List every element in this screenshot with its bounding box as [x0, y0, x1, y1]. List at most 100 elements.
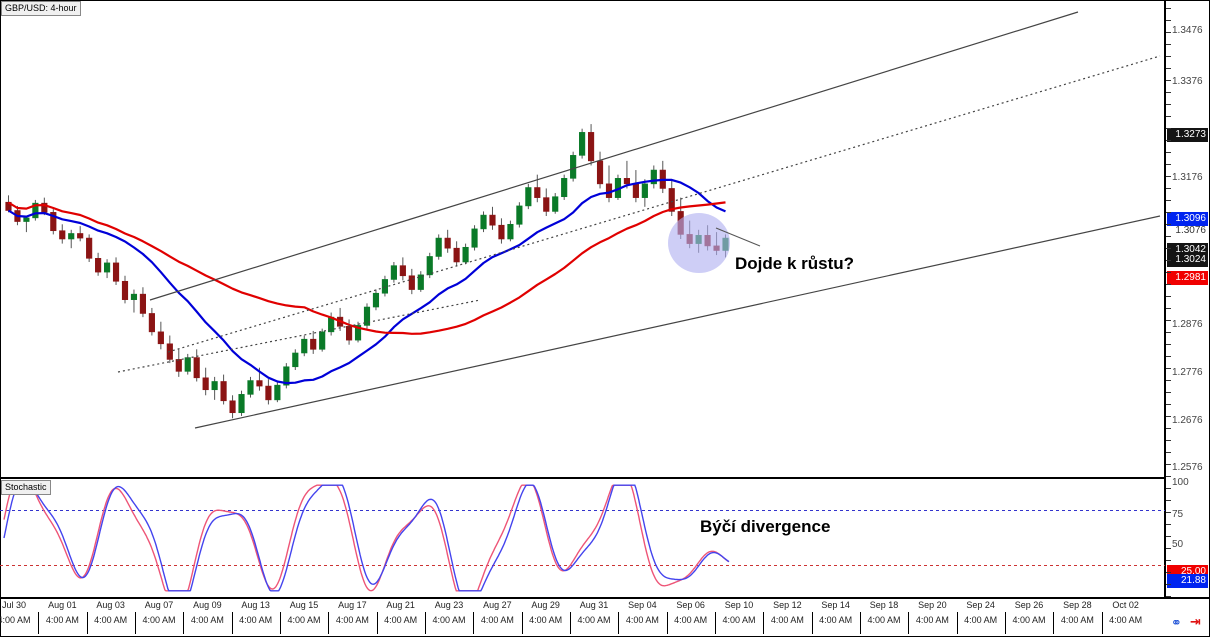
date-axis-time: 4:00 AM: [964, 615, 998, 625]
axis-tick: [1166, 92, 1171, 93]
indicator-name-tag[interactable]: Stochastic: [1, 480, 51, 495]
axis-tick: [1166, 344, 1171, 345]
price-axis-gridlabel: 1.3376: [1172, 76, 1203, 87]
date-axis-time: 4:00 AM: [190, 615, 224, 625]
axis-tick: [1166, 548, 1171, 549]
price-axis-gridlabel: 1.3476: [1172, 25, 1203, 36]
date-axis-time: 4:00 AM: [819, 615, 853, 625]
axis-tick: [1166, 476, 1171, 477]
link-icon[interactable]: ⚭: [1171, 615, 1182, 630]
annotation-divergence: Býčí divergence: [700, 517, 831, 536]
stochastic-pane[interactable]: [0, 478, 1165, 598]
axis-tick: [1166, 512, 1171, 513]
stoch-tag-1: 21.88: [1167, 574, 1208, 588]
date-axis-time: 4:00 AM: [94, 615, 128, 625]
price-axis-gridlabel: 1.3176: [1172, 172, 1203, 183]
date-axis-tick: [86, 612, 88, 634]
axis-tick: [1166, 176, 1171, 177]
price-chart-canvas: [5, 11, 1161, 429]
stoch-axis-gridlabel: 50: [1172, 539, 1184, 550]
symbol-timeframe-tag[interactable]: GBP/USD: 4-hour: [1, 1, 81, 16]
axis-tick: [1166, 260, 1171, 261]
date-axis-tick: [956, 612, 958, 634]
date-axis-label: Sep 10: [724, 600, 754, 610]
date-axis-label: Aug 13: [241, 600, 270, 610]
price-axis-gridlabel: 1.2876: [1172, 319, 1203, 330]
date-axis-label: Sep 14: [821, 600, 850, 610]
date-axis-time: 4:00 AM: [45, 615, 79, 625]
axis-tick: [1166, 104, 1171, 105]
axis-tick: [1166, 272, 1171, 273]
date-axis-tick: [38, 612, 40, 634]
axis-tick: [1166, 488, 1171, 489]
axis-tick: [1166, 380, 1171, 381]
arrow-right-icon[interactable]: ⇥: [1190, 614, 1201, 629]
axis-tick: [1166, 524, 1171, 525]
axis-tick: [1166, 584, 1171, 585]
axis-tick: [1166, 500, 1171, 501]
date-axis-time: 4:00 AM: [674, 615, 708, 625]
date-axis-label: Aug 15: [289, 600, 319, 610]
axis-tick: [1166, 188, 1171, 189]
axis-tick: [1166, 392, 1171, 393]
date-axis-tick: [183, 612, 185, 634]
axis-tick: [1166, 440, 1171, 441]
axis-tick: [1166, 284, 1171, 285]
axis-tick: [1166, 404, 1171, 405]
date-axis-label: Aug 27: [483, 600, 512, 610]
date-axis-time: 4:00 AM: [529, 615, 563, 625]
axis-tick: [1166, 356, 1171, 357]
date-axis-time: 4:00 AM: [384, 615, 418, 625]
date-axis-tick: [714, 612, 716, 634]
date-axis-time: 4:00 AM: [625, 615, 659, 625]
axis-tick: [1166, 20, 1171, 21]
date-axis-label: Sep 04: [628, 600, 657, 610]
stoch-axis-gridlabel: 100: [1172, 477, 1189, 488]
date-axis-tick: [473, 612, 475, 634]
date-axis-label: Sep 28: [1063, 600, 1092, 610]
date-axis-tick: [279, 612, 281, 634]
date-axis-tick: [908, 612, 910, 634]
date-axis-labels: Jul 30 4:00 AM Aug 01 4:00 AM Aug 03 4:00 AM A…: [0, 598, 1210, 637]
date-axis-time: 4:00 AM: [0, 615, 31, 625]
date-axis-label: Sep 12: [773, 600, 802, 610]
date-axis-tick: [763, 612, 765, 634]
axis-tick: [1166, 152, 1171, 153]
date-axis-time: 4:00 AM: [770, 615, 804, 625]
axis-tick: [1166, 296, 1171, 297]
date-axis-label: Aug 21: [386, 600, 415, 610]
date-axis-tick: [424, 612, 426, 634]
date-axis-tick: [376, 612, 378, 634]
date-axis-label: Sep 20: [918, 600, 947, 610]
date-axis-label: Aug 07: [144, 600, 174, 610]
axis-tick: [1166, 68, 1171, 69]
axis-tick: [1166, 224, 1171, 225]
price-tag-1-3076: 1.3076: [1175, 225, 1206, 236]
date-axis-label: Aug 29: [531, 600, 560, 610]
date-axis-time: 4:00 AM: [335, 615, 369, 625]
date-axis-time: 4:00 AM: [577, 615, 611, 625]
axis-tick: [1166, 596, 1171, 597]
axis-tick: [1166, 452, 1171, 453]
date-axis-label: Oct 02: [1112, 600, 1139, 610]
price-axis-gridlabel: 1.2676: [1172, 415, 1203, 426]
axis-tick: [1166, 56, 1171, 57]
date-axis-time: 4:00 AM: [142, 615, 176, 625]
price-tag-1-2981: 1.2981: [1167, 271, 1208, 285]
date-axis-tick: [134, 612, 136, 634]
date-axis-label: Aug 03: [96, 600, 125, 610]
date-axis-label: Sep 06: [676, 600, 705, 610]
date-axis-label: Aug 23: [434, 600, 464, 610]
axis-tick: [1166, 116, 1171, 117]
axis-tick: [1166, 464, 1171, 465]
price-chart-pane[interactable]: [0, 0, 1165, 478]
date-axis-tick: [859, 612, 861, 634]
axis-tick: [1166, 128, 1171, 129]
date-axis-tick: [231, 612, 233, 634]
date-axis-label: Jul 30: [1, 600, 27, 610]
axis-tick: [1166, 164, 1171, 165]
date-axis-label: Sep 24: [966, 600, 995, 610]
date-axis-time: 4:00 AM: [867, 615, 901, 625]
date-axis-label: Aug 09: [193, 600, 222, 610]
